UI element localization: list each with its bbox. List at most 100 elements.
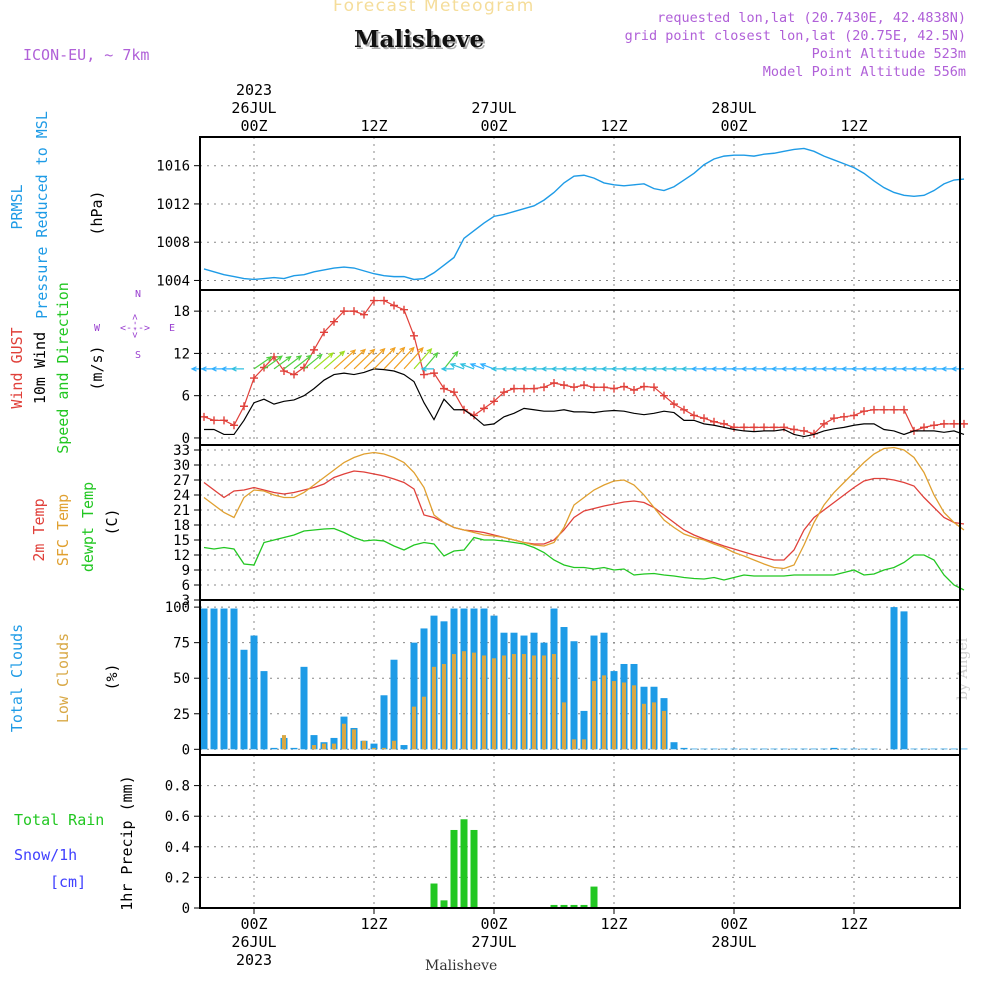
wind-direction-arrow [283, 355, 303, 370]
top-title: Forecast Meteogram [333, 0, 535, 16]
y-tick-label: 15 [173, 533, 190, 549]
wind-gust-marker [510, 384, 518, 393]
y-tick-label: 33 [173, 443, 190, 459]
wind-gust-marker [580, 381, 588, 390]
wind-direction-arrow [383, 346, 406, 370]
low-cloud-bar [652, 702, 656, 750]
total-cloud-bar [920, 748, 928, 750]
low-cloud-bar [482, 655, 486, 750]
wind-gust-marker [320, 328, 328, 337]
total-cloud-bar [950, 748, 958, 750]
low-cloud-bar [452, 654, 456, 750]
y-tick-label: 100 [165, 600, 190, 616]
wind-gust-marker [400, 305, 408, 314]
time-label-top: 12Z [840, 117, 867, 135]
low-cloud-bar [642, 703, 646, 750]
wind-gust-line [203, 299, 964, 435]
wind-gust-marker [290, 370, 298, 379]
low-cloud-bar [322, 743, 326, 750]
wind-gust-marker [490, 397, 498, 406]
y-tick-label: 0 [182, 742, 190, 758]
wind-gust-marker [750, 423, 758, 432]
time-label-top: 27JUL [471, 99, 516, 117]
low-cloud-bar [432, 666, 436, 750]
wind-gust-marker [330, 317, 338, 326]
time-label-top: 00Z [240, 117, 267, 135]
legend-total-rain: Total Rain [14, 811, 104, 829]
total-cloud-bar [580, 710, 588, 750]
rain-bar [470, 829, 478, 908]
wind-gust-marker [790, 425, 798, 434]
wind-gust-marker [430, 369, 438, 378]
low-cloud-bar [392, 740, 396, 750]
wind-direction-arrow [373, 346, 396, 370]
wind-direction-arrow [293, 354, 313, 370]
low-cloud-bar [552, 654, 556, 750]
dewpoint-line [203, 527, 965, 591]
wind-gust-marker [570, 383, 578, 392]
y-tick-label: 6 [182, 578, 190, 594]
sfc-temp-line [203, 446, 965, 570]
y-tick-label: 27 [173, 473, 190, 489]
low-cloud-bar [372, 747, 376, 750]
low-cloud-bar [522, 654, 526, 750]
wind-gust-marker [370, 296, 378, 305]
wind-gust-marker [720, 419, 728, 428]
low-cloud-bar [342, 723, 346, 750]
total-cloud-bar [390, 659, 398, 750]
low-cloud-bar [592, 681, 596, 750]
y-tick-label: 30 [173, 458, 190, 474]
wind-gust-marker [860, 407, 868, 416]
temp-2m-line [203, 470, 965, 561]
y-tick-label: 25 [173, 707, 190, 723]
total-cloud-bar [410, 642, 418, 750]
total-cloud-bar [230, 608, 238, 750]
low-cloud-bar [412, 706, 416, 750]
wind-gust-marker [210, 416, 218, 425]
wind-gust-marker [740, 423, 748, 432]
y-tick-label: 12 [173, 548, 190, 564]
low-cloud-bar [362, 740, 366, 750]
rain-bar [550, 904, 558, 908]
panel-frame [199, 136, 961, 291]
total-cloud-bar [220, 608, 228, 750]
wind-gust-marker [600, 383, 608, 392]
total-clouds-axis-title: Total Clouds [8, 624, 26, 732]
wind-direction-arrow [950, 366, 964, 372]
time-label-bottom: 27JUL [471, 933, 516, 951]
y-tick-label: 12 [173, 346, 190, 362]
y-tick-label: 0 [182, 431, 190, 447]
wind-gust-marker [890, 405, 898, 414]
total-cloud-bar [370, 743, 378, 750]
y-tick-label: 0 [182, 901, 190, 917]
panel-frame [199, 754, 961, 909]
wind-gust-marker [380, 296, 388, 305]
wind-gust-marker [950, 419, 958, 428]
compass-n: N [135, 289, 141, 300]
total-cloud-bar [930, 748, 938, 750]
wind-gust-marker [800, 426, 808, 435]
wind-direction-arrow [449, 363, 465, 370]
wind-gust-marker [550, 379, 558, 387]
total-cloud-bar [690, 748, 698, 750]
footer-station: Malisheve [425, 958, 498, 974]
rain-bar [590, 886, 598, 908]
compass-ew-axis: <---> [120, 323, 150, 334]
total-cloud-bar [830, 747, 838, 750]
temp2m-axis-title: 2m Temp [30, 498, 48, 561]
low-cloud-bar [572, 739, 576, 750]
wind-direction-arrow [459, 363, 475, 370]
wind-gust-marker [540, 383, 548, 392]
time-label-bottom: 12Z [600, 915, 627, 933]
total-cloud-bar [210, 608, 218, 750]
total-cloud-bar [560, 627, 568, 750]
gust-axis-title: Wind GUST [8, 327, 26, 408]
total-cloud-bar [670, 742, 678, 750]
total-cloud-bar [730, 748, 738, 750]
total-cloud-bar [310, 735, 318, 750]
total-cloud-bar [760, 748, 768, 750]
y-tick-label: 3 [182, 593, 190, 609]
low-cloud-bar [542, 655, 546, 750]
pressure-axis-title: PRMSL [8, 184, 26, 229]
